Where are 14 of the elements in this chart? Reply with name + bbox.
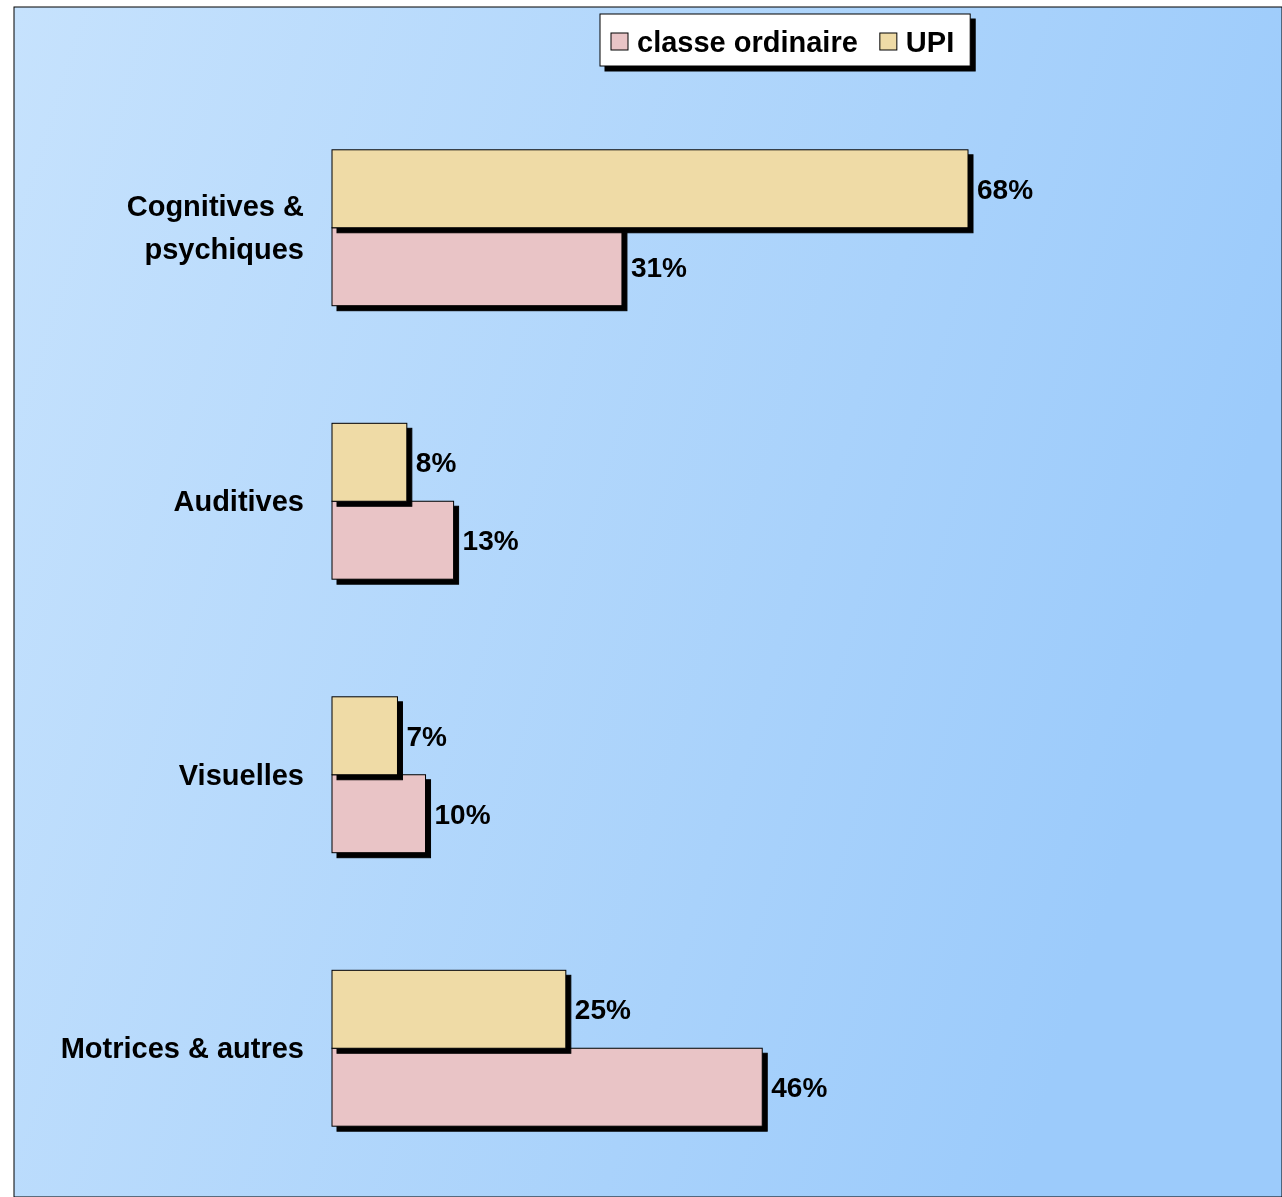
data-label: 68% [977, 173, 1034, 205]
data-label: 31% [630, 251, 688, 283]
data-label: 46% [771, 1072, 828, 1104]
y-tick-label: Visuelles [178, 758, 304, 791]
legend-label: classe ordinaire [637, 26, 858, 58]
data-label: 8% [415, 447, 457, 479]
data-label: 7% [406, 720, 448, 752]
y-tick-label: Auditives [173, 485, 304, 518]
data-label: 10% [434, 798, 491, 830]
y-tick-label: Motrices & autres [60, 1032, 304, 1065]
data-label: 25% [574, 994, 631, 1026]
data-label: 13% [462, 525, 519, 557]
y-tick-label: Cognitives & psychiques [126, 190, 305, 266]
legend-label: UPI [905, 26, 955, 58]
